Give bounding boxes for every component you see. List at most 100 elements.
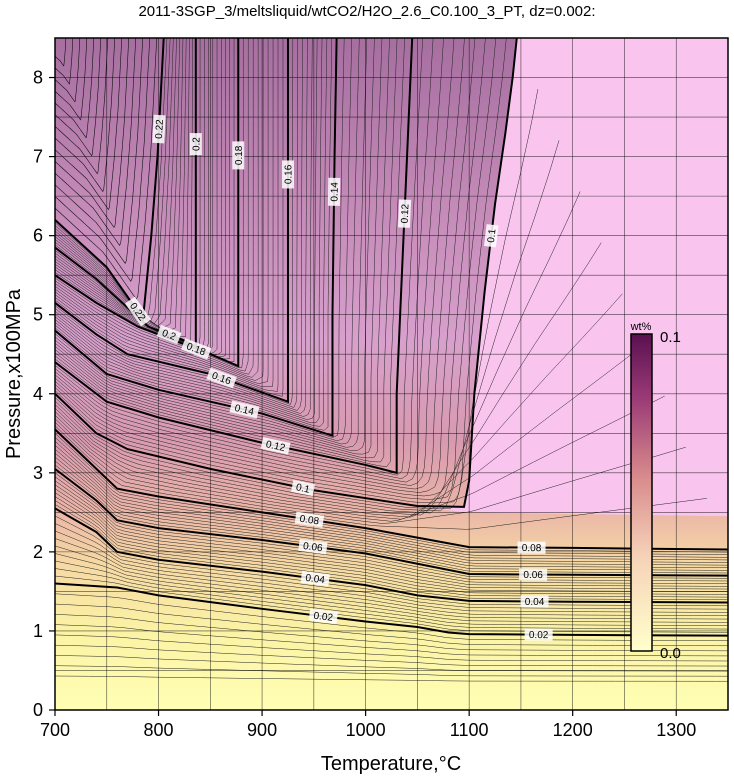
x-axis-label: Temperature,°C — [321, 753, 461, 775]
minor-contour — [55, 38, 259, 378]
contour-label-box — [189, 133, 202, 156]
x-tick-label: 1000 — [346, 720, 386, 740]
minor-contour — [55, 553, 728, 623]
minor-contour — [55, 38, 279, 392]
minor-contour — [55, 38, 171, 322]
minor-contour — [55, 38, 184, 331]
minor-contour — [55, 634, 728, 662]
minor-contour — [55, 38, 177, 327]
y-tick-label: 4 — [33, 384, 43, 404]
contour-label-text: 0.08 — [299, 514, 320, 528]
minor-contour — [55, 575, 728, 633]
minor-contour — [55, 538, 728, 617]
contour-label: 0.2 — [156, 325, 182, 345]
major-contour — [55, 38, 518, 508]
contour-label-box — [520, 595, 549, 608]
chart-title: 2011-3SGP_3/meltsliquid/wtCO2/H2O_2.6_C0… — [138, 3, 595, 20]
minor-contour — [55, 38, 476, 493]
minor-contour — [55, 38, 214, 353]
contour-label-text: 0.02 — [529, 630, 549, 641]
minor-contour — [55, 476, 728, 582]
minor-contour — [55, 38, 226, 357]
minor-contour — [55, 38, 383, 455]
minor-contour — [55, 38, 318, 420]
minor-contour — [55, 38, 352, 442]
y-tick-label: 1 — [33, 621, 43, 641]
minor-contour — [55, 488, 728, 590]
contour-label-box — [397, 199, 412, 228]
y-tick-label: 0 — [33, 700, 43, 720]
contour-label: 0.16 — [281, 160, 294, 189]
contour-label-box — [229, 400, 260, 419]
minor-contour — [55, 38, 423, 476]
contour-label-box — [232, 141, 245, 170]
contour-label: 0.08 — [517, 541, 546, 554]
minor-contour — [55, 38, 345, 438]
minor-contour — [55, 675, 728, 682]
minor-contour — [55, 38, 390, 459]
x-tick-label: 700 — [40, 720, 70, 740]
minor-contour — [55, 242, 602, 516]
plot-frame — [54, 37, 729, 711]
y-axis: 0 1 2 3 4 5 6 7 8 — [33, 68, 55, 720]
contour-label: 0.08 — [294, 511, 325, 528]
minor-contour — [55, 496, 728, 595]
contour-label-text: 0.06 — [523, 570, 543, 581]
minor-contour — [55, 344, 644, 520]
minor-contour — [55, 38, 269, 384]
colorbar-bar — [630, 333, 653, 652]
contour-label-box — [125, 296, 151, 327]
minor-contour — [55, 191, 581, 514]
contour-label: 0.14 — [229, 400, 260, 419]
minor-contour — [55, 448, 728, 563]
contour-labels: 0.02 0.02 0.04 0.04 0.06 0.06 0.08 0.08 0.1 0.1 0.… — [125, 114, 553, 641]
contour-label: 0.22 — [152, 114, 166, 144]
minor-contour — [55, 545, 728, 620]
minor-contour — [55, 38, 298, 408]
minor-contour — [55, 500, 728, 598]
minor-contour — [55, 38, 375, 451]
contour-label-text: 0.1 — [486, 228, 499, 244]
colorbar: wt% 0.1 0.0 — [630, 321, 681, 662]
contour-label-box — [517, 541, 546, 554]
contour-label-text: 0.02 — [313, 611, 334, 624]
minor-contour — [55, 624, 728, 657]
minor-contour — [55, 38, 222, 356]
minor-contour — [55, 38, 67, 67]
minor-contour — [55, 38, 74, 85]
grid — [55, 38, 728, 710]
x-tick-label: 1200 — [553, 720, 593, 740]
contour-label: 0.2 — [189, 133, 202, 156]
minor-contour — [55, 472, 728, 579]
minor-contour — [55, 38, 323, 423]
contour-label-box — [291, 479, 315, 497]
minor-contour — [55, 38, 465, 490]
contour-label-box — [519, 568, 548, 581]
minor-contour — [55, 441, 728, 558]
minor-contour — [55, 523, 728, 610]
contour-label: 0.14 — [327, 177, 341, 206]
minor-contour — [55, 665, 728, 677]
contour-label: 0.18 — [232, 141, 245, 170]
contour-label-text: 0.2 — [191, 137, 202, 151]
minor-contour — [55, 422, 686, 524]
contour-label: 0.1 — [291, 479, 315, 497]
minor-contour — [55, 38, 116, 193]
minor-contour — [55, 437, 728, 555]
minor-contour — [55, 38, 137, 246]
contour-label-box — [281, 160, 294, 189]
y-tick-label: 7 — [33, 147, 43, 167]
minor-contour — [55, 456, 728, 569]
minor-contour — [55, 460, 728, 571]
contour-label-text: 0.14 — [329, 182, 340, 202]
minor-contour — [55, 444, 728, 561]
contour-label: 0.04 — [520, 595, 549, 608]
x-axis: 700 800 900 1000 1100 1200 1300 — [40, 710, 696, 740]
minor-contour — [55, 140, 560, 512]
contour-label: 0.12 — [397, 199, 412, 228]
minor-contour — [55, 484, 728, 587]
minor-contour — [55, 38, 181, 329]
minor-contour — [55, 38, 328, 427]
contour-label-box — [181, 338, 212, 360]
contour-label-text: 0.06 — [302, 541, 323, 554]
